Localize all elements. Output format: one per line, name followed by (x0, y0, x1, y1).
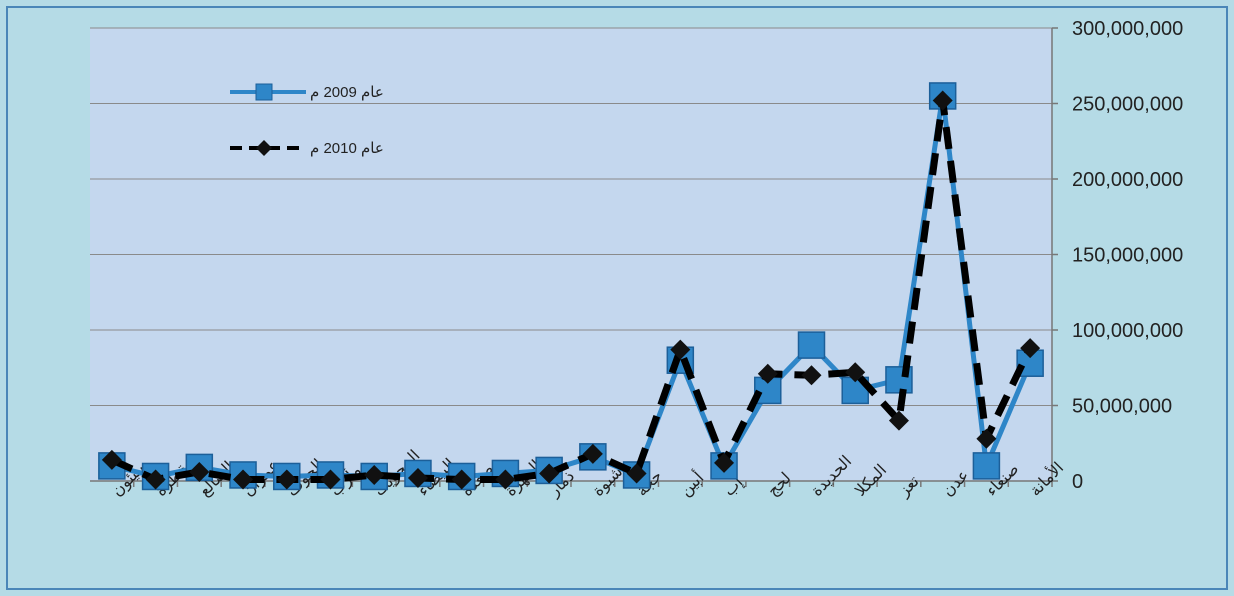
data-point (972, 452, 1001, 480)
data-point (626, 463, 647, 484)
data-point (101, 449, 122, 470)
data-point (582, 443, 603, 464)
chart-frame: 0 50,000,000 100,000,000 150,000,000 200,000… (6, 6, 1228, 590)
legend: عام 2009 م عام 2010 م (230, 83, 384, 157)
data-point (757, 363, 778, 384)
series-1 (101, 90, 1041, 490)
data-point (539, 463, 560, 484)
gridlines (90, 27, 1052, 406)
y-tick-label: 300,000,000 (1072, 18, 1183, 40)
data-point (189, 461, 210, 482)
data-point (670, 339, 691, 360)
data-point (451, 469, 472, 490)
y-tick-label: 100,000,000 (1072, 320, 1183, 342)
data-point (845, 362, 866, 383)
legend-label-2010: عام 2010 م (310, 140, 384, 157)
data-point (276, 469, 297, 490)
series-line-0 (111, 93, 1033, 479)
data-point (976, 428, 997, 449)
data-point (885, 366, 913, 394)
data-point (801, 365, 822, 386)
data-point (364, 464, 385, 485)
line-chart: 0 50,000,000 100,000,000 150,000,000 200,000… (90, 18, 1183, 501)
y-tick-label: 150,000,000 (1072, 245, 1183, 267)
y-tick-label: 250,000,000 (1072, 94, 1183, 116)
data-point (145, 469, 166, 490)
data-point (888, 410, 909, 431)
y-axis-ticks: 0 50,000,000 100,000,000 150,000,000 200,000… (1052, 18, 1183, 493)
legend-entry-2010: عام 2010 م (230, 140, 384, 157)
legend-label-2009: عام 2009 م (310, 84, 384, 101)
data-point (797, 331, 826, 359)
y-tick-label: 200,000,000 (1072, 169, 1183, 191)
y-tick-label: 50,000,000 (1072, 396, 1172, 418)
data-point (932, 90, 953, 111)
data-point (407, 467, 428, 488)
legend-entry-2009: عام 2009 م (230, 83, 384, 101)
y-tick-label: 0 (1072, 471, 1083, 493)
data-point (495, 469, 516, 490)
data-point (320, 469, 341, 490)
legend-swatch-marker-2010 (256, 140, 272, 156)
data-point (1020, 338, 1041, 359)
legend-swatch-marker-2009 (255, 83, 273, 101)
data-point (233, 469, 254, 490)
data-point (714, 452, 735, 473)
series-group (98, 82, 1044, 491)
